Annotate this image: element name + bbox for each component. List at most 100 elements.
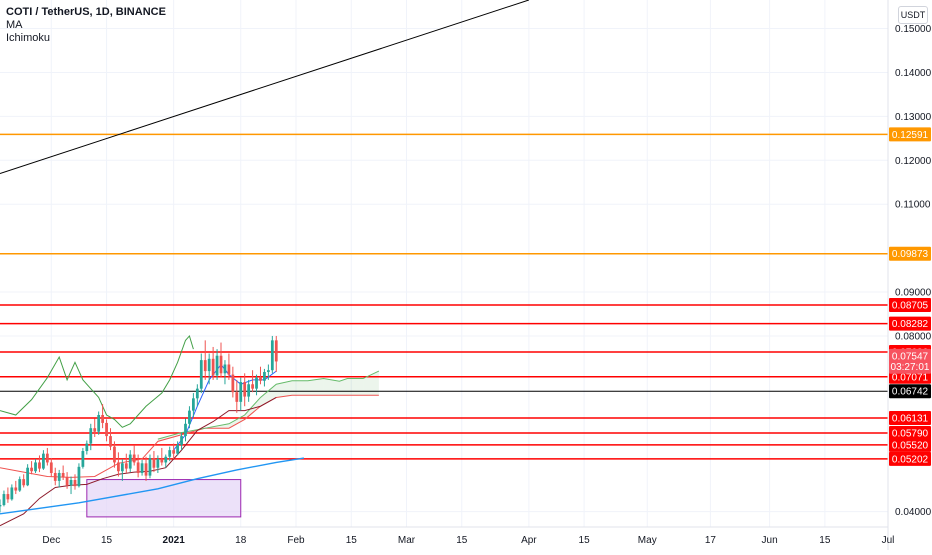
candle[interactable]	[137, 462, 140, 473]
candle[interactable]	[156, 459, 159, 468]
candle[interactable]	[46, 454, 49, 463]
candle[interactable]	[18, 479, 21, 490]
chart-legend: COTI / TetherUS, 1D, BINANCE MA Ichimoku	[6, 6, 166, 45]
range-rectangle[interactable]	[87, 480, 241, 517]
candle[interactable]	[97, 415, 100, 432]
candle[interactable]	[172, 450, 175, 454]
cloud-segment	[284, 382, 288, 397]
candle[interactable]	[141, 463, 144, 473]
candle[interactable]	[66, 477, 69, 485]
level-price-label[interactable]: 0.06131	[892, 414, 929, 425]
candle[interactable]	[228, 365, 231, 375]
candle[interactable]	[216, 356, 219, 376]
candle[interactable]	[22, 479, 25, 485]
candle[interactable]	[26, 468, 29, 486]
candle[interactable]	[30, 468, 33, 472]
candle[interactable]	[117, 462, 120, 471]
cloud-segment	[359, 379, 363, 396]
candle[interactable]	[129, 455, 132, 469]
candle[interactable]	[109, 436, 112, 447]
candle[interactable]	[38, 462, 41, 468]
candle[interactable]	[231, 375, 234, 393]
candle[interactable]	[62, 473, 65, 477]
level-price-label[interactable]: 0.09873	[892, 249, 929, 260]
symbol-title[interactable]: COTI / TetherUS, 1D, BINANCE	[6, 6, 166, 19]
candle[interactable]	[10, 487, 13, 499]
candle[interactable]	[50, 462, 53, 473]
candle[interactable]	[89, 428, 92, 443]
ichimoku-lagging-span	[0, 336, 193, 427]
candle[interactable]	[247, 384, 250, 396]
candle[interactable]	[101, 415, 104, 423]
candle[interactable]	[239, 382, 242, 402]
candle[interactable]	[184, 424, 187, 436]
candle[interactable]	[196, 389, 199, 399]
candle[interactable]	[235, 392, 238, 402]
candle[interactable]	[208, 359, 211, 371]
candle[interactable]	[133, 455, 136, 463]
candle[interactable]	[121, 463, 124, 471]
indicator-ma[interactable]: MA	[6, 19, 166, 32]
candle[interactable]	[259, 378, 262, 381]
candle[interactable]	[204, 360, 207, 371]
candle[interactable]	[70, 480, 73, 485]
price-badge[interactable]: 03:27:01	[891, 362, 930, 373]
candle[interactable]	[81, 451, 84, 467]
candle[interactable]	[58, 473, 61, 481]
candle[interactable]	[3, 494, 6, 505]
candle[interactable]	[168, 450, 171, 457]
candle[interactable]	[220, 356, 223, 374]
level-price-label[interactable]: 0.07071	[892, 372, 929, 383]
candle[interactable]	[145, 463, 148, 475]
candle[interactable]	[42, 454, 45, 469]
candle[interactable]	[176, 445, 179, 454]
candle[interactable]	[224, 365, 227, 374]
candle[interactable]	[200, 360, 203, 389]
y-tick-label: 0.08000	[895, 331, 932, 342]
level-price-label[interactable]: 0.12591	[892, 130, 929, 141]
candle[interactable]	[251, 384, 254, 388]
level-price-label[interactable]: 0.08705	[892, 301, 929, 312]
level-price-label[interactable]: 0.05202	[892, 454, 929, 465]
level-price-label[interactable]: 0.05790	[892, 429, 929, 440]
candle[interactable]	[54, 473, 57, 481]
candle[interactable]	[164, 457, 167, 463]
candle[interactable]	[0, 505, 1, 506]
candle[interactable]	[149, 458, 152, 476]
candle[interactable]	[14, 487, 17, 490]
candle[interactable]	[267, 370, 270, 372]
candle[interactable]	[34, 462, 37, 471]
candle[interactable]	[160, 459, 163, 463]
candle[interactable]	[255, 378, 258, 389]
candle[interactable]	[275, 340, 278, 361]
candle[interactable]	[243, 382, 246, 396]
candle[interactable]	[271, 340, 274, 370]
level-price-label[interactable]: 0.08282	[892, 319, 929, 330]
candle[interactable]	[125, 463, 128, 468]
y-tick-label: 0.09000	[895, 288, 932, 299]
candle[interactable]	[85, 444, 88, 451]
currency-button[interactable]: USDT	[898, 6, 928, 24]
candle[interactable]	[188, 411, 191, 424]
candle[interactable]	[113, 447, 116, 463]
y-tick-label: 0.15000	[895, 24, 932, 35]
cloud-segment	[351, 379, 355, 396]
candle[interactable]	[180, 436, 183, 445]
candle[interactable]	[7, 494, 10, 499]
candle[interactable]	[105, 423, 108, 436]
indicator-ichimoku[interactable]: Ichimoku	[6, 32, 166, 45]
candle[interactable]	[263, 372, 266, 381]
level-price-label[interactable]: 0.05520	[892, 440, 929, 451]
cloud-segment	[276, 383, 280, 397]
candle[interactable]	[153, 458, 156, 468]
candle[interactable]	[78, 467, 81, 486]
candle[interactable]	[93, 428, 96, 432]
candle[interactable]	[74, 480, 77, 486]
y-tick-label: 0.12000	[895, 156, 932, 167]
price-badge[interactable]: 0.06742	[892, 387, 929, 398]
x-tick-label: 18	[235, 535, 247, 546]
candle[interactable]	[192, 398, 195, 410]
candle[interactable]	[212, 359, 215, 376]
